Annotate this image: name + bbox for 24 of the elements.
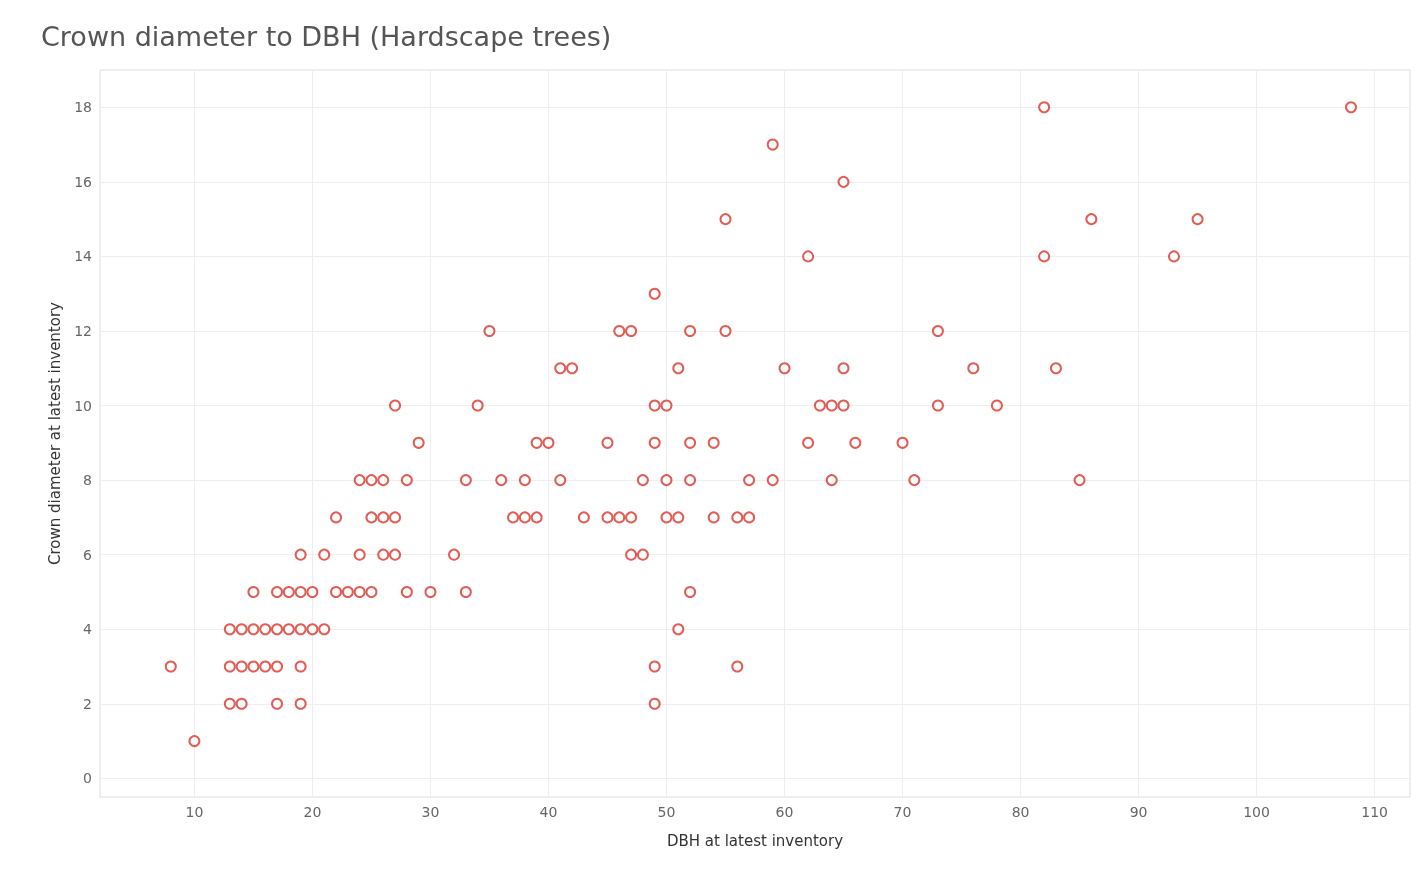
x-tick-label: 110 (1361, 804, 1388, 820)
y-tick-label: 18 (74, 99, 92, 116)
y-tick-label: 6 (83, 546, 93, 563)
y-tick-label: 4 (83, 621, 93, 638)
y-tick-label: 16 (74, 173, 93, 190)
chart-title: Crown diameter to DBH (Hardscape trees) (41, 21, 612, 52)
y-tick-label: 0 (83, 770, 92, 787)
x-tick-label: 60 (775, 804, 794, 820)
x-tick-label: 40 (539, 804, 558, 820)
x-tick-label: 20 (303, 804, 322, 820)
x-axis-title: DBH at latest inventory (666, 831, 844, 850)
y-tick-label: 2 (83, 695, 92, 712)
x-tick-label: 30 (421, 804, 440, 820)
x-tick-label: 10 (185, 804, 204, 820)
y-tick-label: 14 (74, 248, 93, 265)
x-tick-label: 90 (1129, 804, 1148, 820)
x-tick-label: 50 (657, 804, 676, 820)
x-tick-label: 100 (1243, 804, 1270, 820)
y-tick-label: 12 (74, 322, 92, 339)
y-tick-label: 10 (74, 397, 92, 414)
x-tick-label: 80 (1011, 804, 1030, 820)
y-tick-label: 8 (83, 472, 92, 489)
x-tick-label: 70 (893, 804, 912, 820)
y-axis-title: Crown diameter at latest inventory (45, 301, 64, 565)
